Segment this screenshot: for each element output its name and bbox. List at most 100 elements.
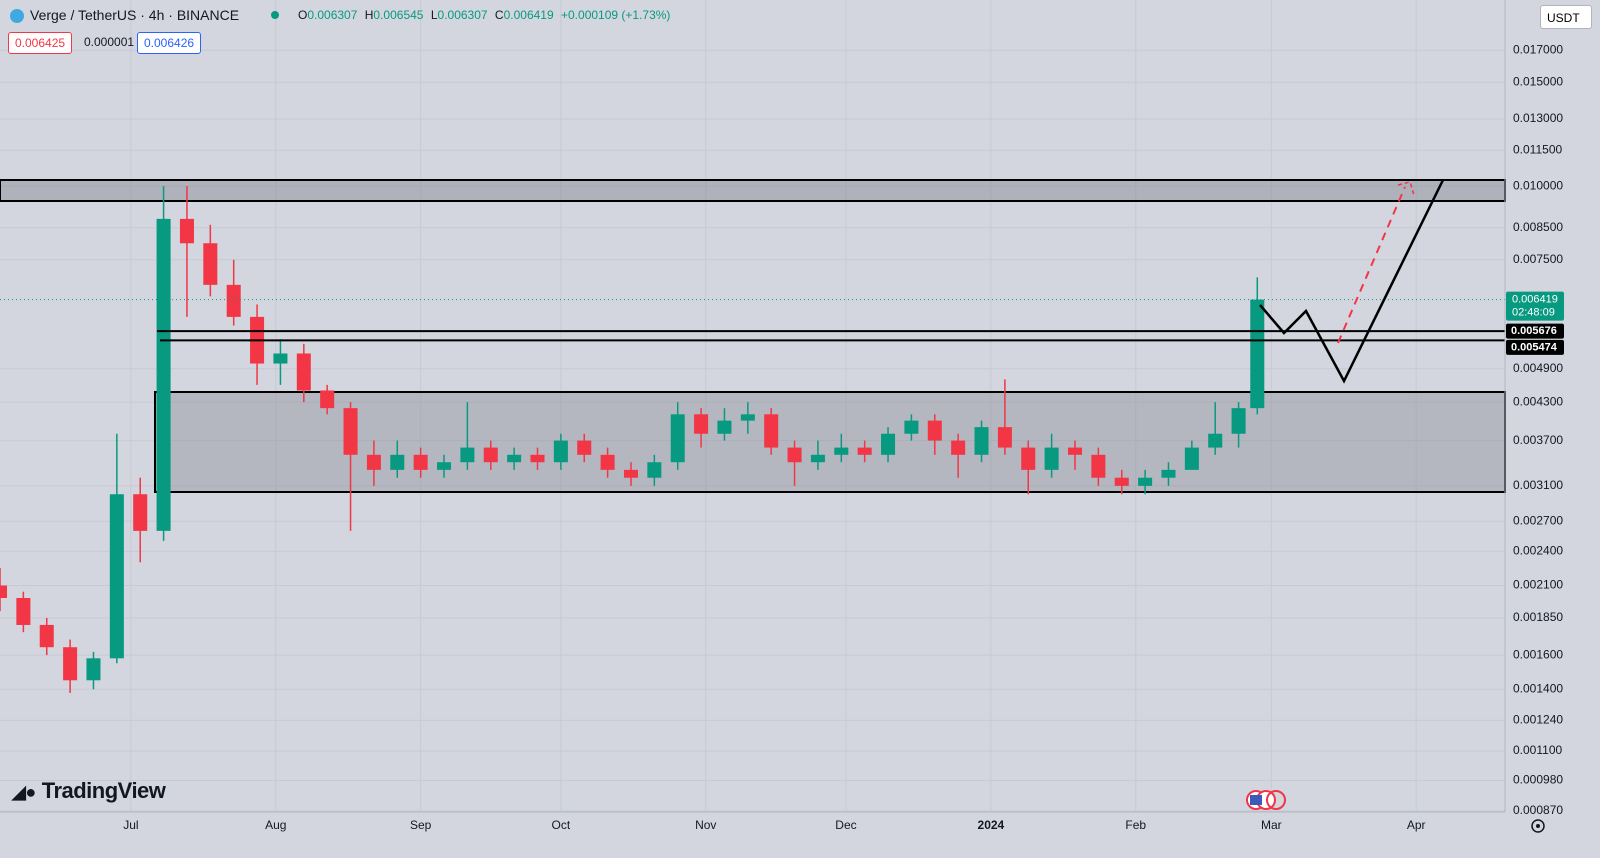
candle-body xyxy=(1161,469,1176,478)
sell-price[interactable]: 0.006425 xyxy=(8,32,73,54)
candle-body xyxy=(483,447,498,463)
candle-body xyxy=(39,624,54,648)
range-box xyxy=(154,391,1506,493)
candle-body xyxy=(577,440,592,455)
x-tick-label: Jul xyxy=(123,818,138,832)
y-tick-label: 0.004300 xyxy=(1513,394,1563,408)
alt-projection-arrow xyxy=(1397,181,1415,196)
candle-body xyxy=(1091,454,1106,478)
candle-body xyxy=(16,597,31,625)
candle-body xyxy=(320,390,335,409)
candle-body xyxy=(1021,447,1036,470)
candle-body xyxy=(904,420,919,434)
ohlc-value: 0.006307 xyxy=(307,8,358,22)
candle-body xyxy=(670,414,685,463)
price-level-label: 0.005676 xyxy=(1511,325,1557,337)
candle-body xyxy=(600,454,615,470)
candle-body xyxy=(927,420,942,441)
price-level-label-bg xyxy=(1506,323,1564,339)
candle-body xyxy=(226,284,241,317)
ohlc-value: 0.006307 xyxy=(437,8,488,22)
candle-body xyxy=(413,454,428,470)
candle-body xyxy=(1208,433,1223,448)
x-tick-label: Oct xyxy=(552,818,571,832)
candle-body xyxy=(881,433,896,455)
market-status xyxy=(271,11,279,19)
y-tick-label: 0.003100 xyxy=(1513,478,1563,492)
y-tick-label: 0.004900 xyxy=(1513,361,1563,375)
y-tick-label: 0.015000 xyxy=(1513,75,1563,89)
candle-body xyxy=(507,454,522,463)
symbol-title: Verge / TetherUS · 4h · BINANCE xyxy=(30,7,240,23)
candle-body xyxy=(553,440,568,463)
candle-body xyxy=(1138,477,1153,486)
candle-body xyxy=(530,454,545,463)
candle-body xyxy=(86,658,101,681)
y-tick-label: 0.003700 xyxy=(1513,433,1563,447)
candle-body xyxy=(1114,477,1129,486)
candle-body xyxy=(1044,447,1059,470)
candle-body xyxy=(974,427,989,455)
currency-select[interactable]: USDT xyxy=(1540,5,1592,29)
price-change: +0.000109 (+1.73%) xyxy=(561,8,671,22)
x-tick-label: Dec xyxy=(835,818,856,832)
candle-body xyxy=(343,408,358,455)
candle-body xyxy=(1250,299,1265,409)
candle-body xyxy=(63,647,78,681)
candle-body xyxy=(647,462,662,478)
candle-body xyxy=(787,447,802,463)
y-tick-label: 0.001240 xyxy=(1513,712,1563,726)
candle-body xyxy=(156,218,171,531)
x-tick-label: Apr xyxy=(1407,818,1426,832)
y-tick-label: 0.008500 xyxy=(1513,220,1563,234)
candle-body xyxy=(997,427,1012,448)
y-tick-label: 0.001400 xyxy=(1513,681,1563,695)
candle-body xyxy=(1184,447,1199,470)
x-tick-label: Aug xyxy=(265,818,286,832)
y-tick-label: 0.007500 xyxy=(1513,252,1563,266)
resistance-zone xyxy=(0,179,1506,202)
ohlc-values: O0.006307 H0.006545 L0.006307 C0.006419 … xyxy=(298,8,670,22)
ohlc-label: O xyxy=(298,8,308,22)
y-tick-label: 0.002700 xyxy=(1513,513,1563,527)
ohlc-value: 0.006419 xyxy=(503,8,554,22)
price-level-label: 0.005474 xyxy=(1511,341,1558,353)
candle-body xyxy=(764,414,779,448)
alt-projection-path xyxy=(1337,186,1406,344)
ohlc-value: 0.006545 xyxy=(373,8,424,22)
candle-body xyxy=(460,447,475,463)
buy-price[interactable]: 0.006426 xyxy=(137,32,202,54)
ohlc-label: L xyxy=(430,8,438,22)
y-tick-label: 0.013000 xyxy=(1513,111,1563,125)
candle-body xyxy=(740,414,755,421)
candle-body xyxy=(694,414,709,434)
candle-body xyxy=(437,462,452,470)
x-tick-label: Sep xyxy=(410,818,432,832)
logo: ◢● TradingView xyxy=(12,778,166,803)
candle-body xyxy=(951,440,966,455)
candle-body xyxy=(273,353,288,364)
candle-body xyxy=(366,454,381,470)
y-tick-label: 0.017000 xyxy=(1513,43,1563,57)
candle-body xyxy=(133,494,148,531)
countdown-label: 02:48:09 xyxy=(1512,307,1555,319)
last-price-label-bg xyxy=(1506,291,1564,321)
candle-body xyxy=(296,353,311,391)
price-level-label-bg xyxy=(1506,339,1564,355)
candle-body xyxy=(109,494,124,659)
x-tick-label: Mar xyxy=(1261,818,1282,832)
y-tick-label: 0.010000 xyxy=(1513,178,1563,192)
y-tick-label: 0.002400 xyxy=(1513,544,1563,558)
settings-icon[interactable] xyxy=(1531,819,1545,833)
candle-body xyxy=(179,218,194,244)
y-tick-label: 0.002100 xyxy=(1513,578,1563,592)
y-tick-label: 0.011500 xyxy=(1513,143,1562,157)
candle-body xyxy=(810,454,825,463)
y-tick-label: 0.001600 xyxy=(1513,647,1563,661)
economic-events-icon[interactable] xyxy=(1246,790,1286,810)
logo-text: TradingView xyxy=(41,778,166,803)
candle-body xyxy=(717,420,732,434)
x-tick-label: 2024 xyxy=(978,818,1005,832)
